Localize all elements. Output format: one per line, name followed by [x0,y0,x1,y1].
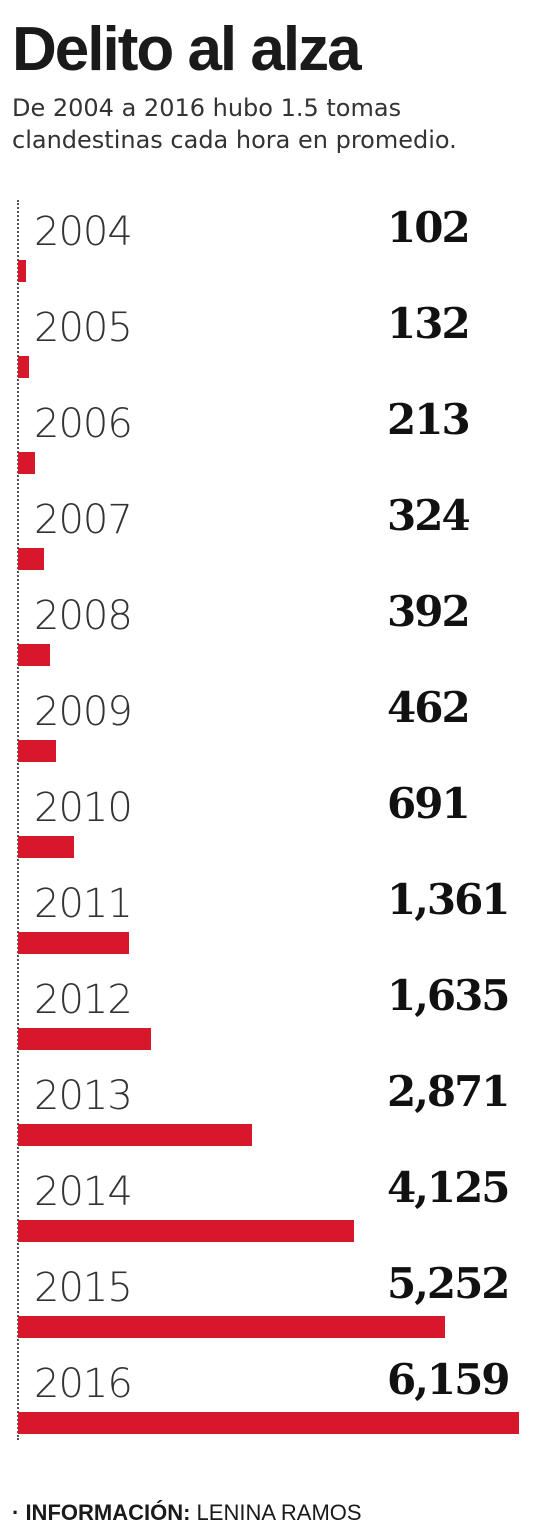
bar-row-2015: 2015 5,252 [0,1256,543,1352]
year-label: 2008 [34,593,133,639]
bar-row-2010: 2010 691 [0,776,543,872]
source-credit: · INFORMACIÓN: LENINA RAMOS [12,1498,362,1528]
value-label: 132 [387,299,471,348]
year-label: 2007 [34,497,133,543]
value-label: 102 [387,203,471,252]
bar [18,932,129,954]
bar-row-2006: 2006 213 [0,392,543,488]
source-name: LENINA RAMOS [196,1500,362,1525]
year-label: 2005 [34,305,133,351]
bar [18,740,56,762]
bar [18,1316,445,1338]
bar-row-2012: 2012 1,635 [0,968,543,1064]
year-label: 2006 [34,401,133,447]
value-label: 462 [387,683,471,732]
year-label: 2013 [34,1073,133,1119]
bar-row-2007: 2007 324 [0,488,543,584]
source-label: · INFORMACIÓN: [12,1500,191,1525]
bar [18,260,26,282]
bar [18,644,50,666]
bar [18,1124,252,1146]
bar-row-2008: 2008 392 [0,584,543,680]
year-label: 2016 [34,1361,133,1407]
year-label: 2012 [34,977,133,1023]
value-label: 4,125 [387,1163,511,1212]
bar-row-2011: 2011 1,361 [0,872,543,968]
value-label: 1,635 [387,971,511,1020]
chart-subtitle: De 2004 a 2016 hubo 1.5 tomas clandestin… [12,94,457,154]
bar [18,452,35,474]
bar [18,1028,151,1050]
bar [18,836,74,858]
bar-row-2016: 2016 6,159 [0,1352,543,1448]
value-label: 691 [387,779,471,828]
year-label: 2009 [34,689,133,735]
value-label: 5,252 [387,1259,511,1308]
bar-row-2009: 2009 462 [0,680,543,776]
bar [18,1220,354,1242]
year-label: 2004 [34,209,133,255]
baseline-dotted-axis [17,200,19,1440]
bar [18,356,29,378]
bar-row-2013: 2013 2,871 [0,1064,543,1160]
value-label: 2,871 [387,1067,511,1116]
year-label: 2011 [34,881,133,927]
year-label: 2010 [34,785,133,831]
bar [18,1412,519,1434]
bar-row-2004: 2004 102 [0,200,543,296]
chart-title: Delito al alza [12,15,362,84]
value-label: 1,361 [387,875,511,924]
value-label: 392 [387,587,471,636]
value-label: 324 [387,491,471,540]
value-label: 213 [387,395,471,444]
value-label: 6,159 [387,1355,511,1404]
year-label: 2014 [34,1169,133,1215]
year-label: 2015 [34,1265,133,1311]
bar-row-2014: 2014 4,125 [0,1160,543,1256]
bar [18,548,44,570]
bar-row-2005: 2005 132 [0,296,543,392]
